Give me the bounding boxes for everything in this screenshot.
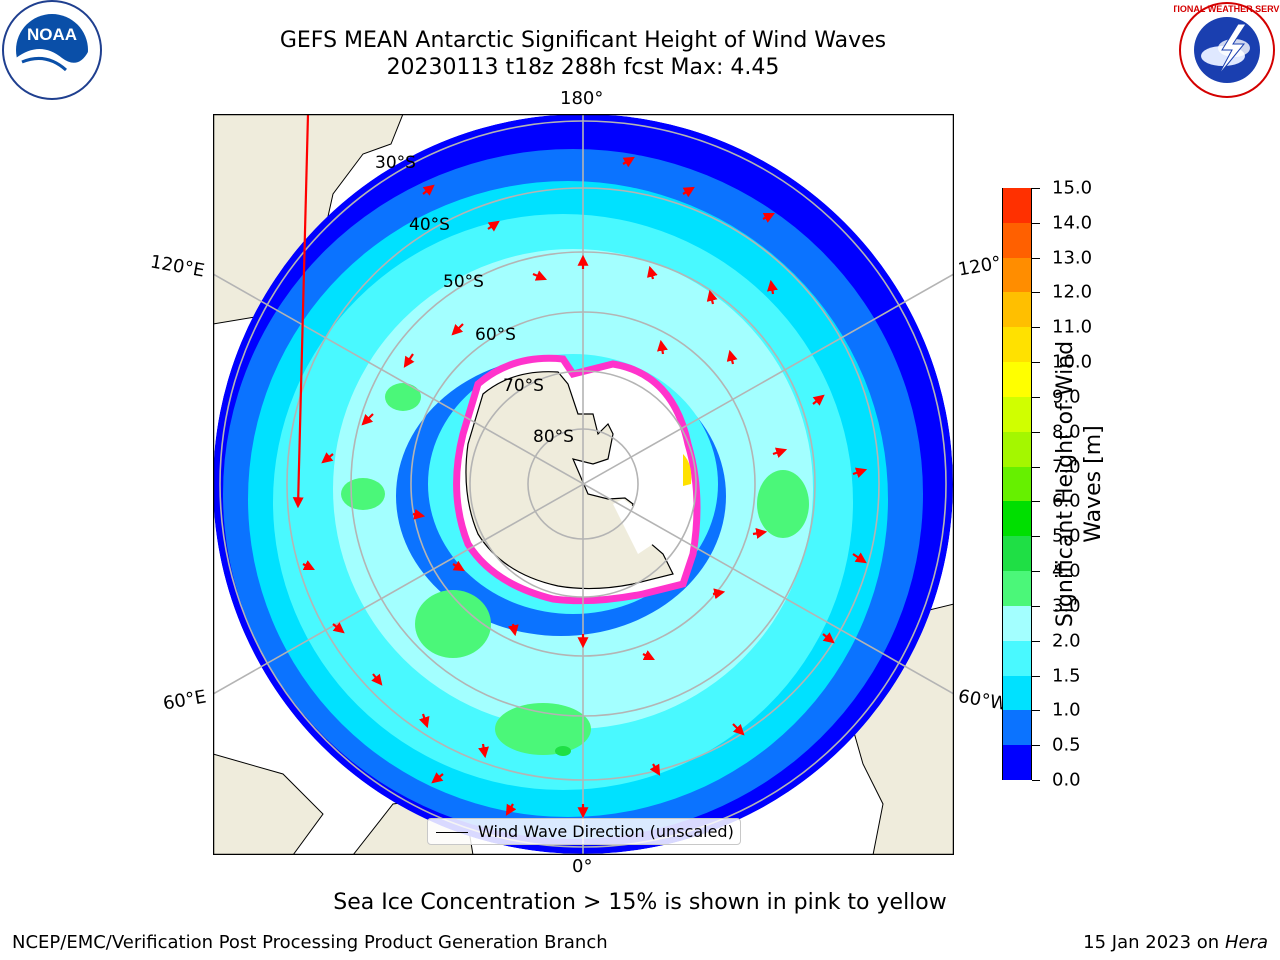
colorbar-segment (1003, 396, 1031, 432)
colorbar-tick-label: 2.0 (1052, 630, 1081, 652)
colorbar-segment (1003, 745, 1031, 780)
colorbar-tick-mark (1032, 710, 1040, 712)
colorbar-tick-mark (1032, 605, 1040, 607)
colorbar-tick-mark (1032, 396, 1040, 398)
colorbar-tick-mark (1032, 501, 1040, 503)
colorbar-tick-label: 1.0 (1052, 699, 1081, 721)
footer-credit: NCEP/EMC/Verification Post Processing Pr… (12, 932, 608, 953)
colorbar-segment (1003, 188, 1031, 223)
colorbar-tick-mark (1032, 571, 1040, 573)
lat-label-30s: 30°S (375, 153, 416, 173)
lat-label-40s: 40°S (409, 215, 450, 235)
noaa-logo-icon: NOAA (0, 0, 104, 104)
colorbar-segment (1003, 431, 1031, 467)
map-legend: Wind Wave Direction (unscaled) (427, 818, 741, 845)
colorbar-tick-label: 13.0 (1052, 247, 1093, 269)
antarctic-map: 30°S 40°S 50°S 60°S 70°S 80°S (213, 114, 954, 855)
chart-title-line1: GEFS MEAN Antarctic Significant Height o… (279, 28, 887, 53)
colorbar-tick-label: 0.0 (1052, 769, 1081, 791)
colorbar-tick-label: 8.0 (1052, 421, 1081, 443)
colorbar-tick-mark (1032, 675, 1040, 677)
colorbar-segment (1003, 327, 1031, 363)
colorbar-tick-label: 15.0 (1052, 177, 1093, 199)
lon-label-120e: 120°E (148, 251, 207, 282)
colorbar-tick-label: 10.0 (1052, 351, 1093, 373)
sea-ice-caption: Sea Ice Concentration > 15% is shown in … (333, 890, 947, 915)
colorbar-tick-mark (1032, 431, 1040, 433)
colorbar-segment (1003, 536, 1031, 572)
colorbar-segment (1003, 292, 1031, 328)
colorbar-segment (1003, 571, 1031, 606)
colorbar-tick-mark (1032, 780, 1040, 781)
lon-label-120w: 120° (956, 252, 1003, 281)
colorbar-tick-label: 4.0 (1052, 560, 1081, 582)
colorbar-tick-mark (1032, 745, 1040, 747)
colorbar-segment (1003, 605, 1031, 641)
colorbar-tick-mark (1032, 188, 1040, 189)
footer-machine: Hera (1224, 932, 1268, 953)
colorbar-segment (1003, 257, 1031, 293)
colorbar-tick-mark (1032, 362, 1040, 364)
legend-line-icon (436, 832, 468, 833)
colorbar-tick-label: 12.0 (1052, 281, 1093, 303)
colorbar-segment (1003, 466, 1031, 502)
colorbar-tick-mark (1032, 536, 1040, 538)
national-weather-service-logo-icon: NATIONAL WEATHER SERVICE (1160, 0, 1280, 100)
lat-label-60s: 60°S (475, 325, 516, 345)
colorbar-tick-mark (1032, 257, 1040, 259)
colorbar-tick-mark (1032, 222, 1040, 224)
colorbar-tick-label: 7.0 (1052, 456, 1081, 478)
colorbar-tick-label: 11.0 (1052, 316, 1093, 338)
lat-label-50s: 50°S (443, 272, 484, 292)
colorbar-tick-label: 5.0 (1052, 525, 1081, 547)
colorbar-tick-label: 6.0 (1052, 490, 1081, 512)
colorbar-tick-label: 3.0 (1052, 595, 1081, 617)
lon-label-180: 180° (560, 88, 604, 109)
colorbar-tick-label: 14.0 (1052, 212, 1093, 234)
colorbar-tick-label: 1.5 (1052, 665, 1081, 687)
svg-text:NATIONAL WEATHER SERVICE: NATIONAL WEATHER SERVICE (1174, 4, 1280, 14)
colorbar-tick-mark (1032, 292, 1040, 294)
lon-label-60e: 60°E (161, 686, 208, 715)
colorbar (1002, 188, 1032, 780)
svg-text:NOAA: NOAA (27, 25, 77, 44)
footer-date: 15 Jan 2023 on Hera (1083, 932, 1268, 953)
lon-label-0: 0° (572, 856, 593, 877)
footer-date-text: 15 Jan 2023 on (1083, 932, 1225, 953)
colorbar-tick-mark (1032, 640, 1040, 642)
lat-label-70s: 70°S (503, 376, 544, 396)
colorbar-segment (1003, 362, 1031, 397)
colorbar-tick-label: 9.0 (1052, 386, 1081, 408)
colorbar-tick-label: 0.5 (1052, 734, 1081, 756)
legend-text: Wind Wave Direction (unscaled) (478, 822, 734, 841)
colorbar-segment (1003, 501, 1031, 537)
colorbar-segment (1003, 640, 1031, 676)
colorbar-segment (1003, 710, 1031, 746)
colorbar-segment (1003, 675, 1031, 711)
lat-label-80s: 80°S (533, 427, 574, 447)
colorbar-segment (1003, 222, 1031, 258)
colorbar-tick-mark (1032, 466, 1040, 468)
chart-title-line2: 20230113 t18z 288h fcst Max: 4.45 (386, 55, 780, 80)
colorbar-tick-mark (1032, 327, 1040, 329)
colorbar-label: Significant Height of Wind Waves [m] (1053, 340, 1106, 628)
